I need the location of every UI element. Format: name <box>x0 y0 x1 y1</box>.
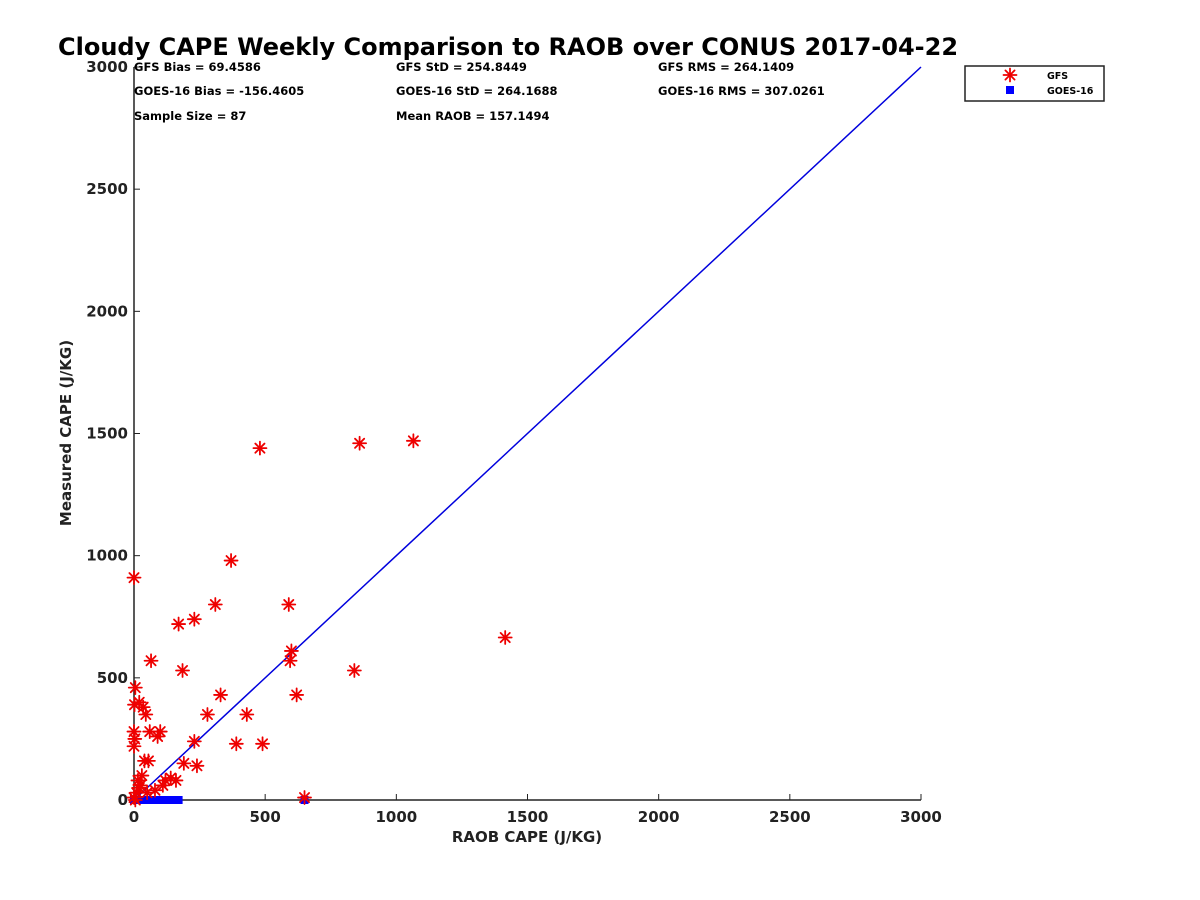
legend-box <box>964 65 1105 102</box>
gfs-point <box>497 630 513 645</box>
x-tick-label: 500 <box>250 808 281 826</box>
one-to-one-line <box>133 66 922 801</box>
gfs-point <box>176 755 192 771</box>
gfs-point <box>281 597 297 612</box>
gfs-point <box>155 777 171 793</box>
gfs-point <box>152 724 168 739</box>
x-tick-label: 1000 <box>375 808 417 826</box>
chart-title: Cloudy CAPE Weekly Comparison to RAOB ov… <box>58 33 958 61</box>
legend-goes16-label: GOES-16 <box>1047 86 1094 97</box>
stat-text: GOES-16 RMS = 307.0261 <box>658 84 825 98</box>
y-tick-label: 0 <box>118 791 128 809</box>
gfs-point <box>189 758 205 774</box>
goes16-point <box>174 796 183 804</box>
gfs-point <box>297 790 312 805</box>
y-tick-label: 1500 <box>86 425 128 443</box>
y-tick-label: 2000 <box>86 302 128 320</box>
x-tick-label: 2000 <box>638 808 680 826</box>
gfs-point <box>175 663 190 678</box>
gfs-point <box>405 433 421 449</box>
gfs-point <box>171 616 186 632</box>
y-tick-label: 3000 <box>86 58 128 76</box>
stat-text: GFS RMS = 264.1409 <box>658 60 794 74</box>
gfs-point <box>346 663 362 678</box>
legend: GFS GOES-16 <box>964 65 1105 102</box>
gfs-point <box>223 553 239 568</box>
gfs-point <box>186 733 202 749</box>
gfs-point <box>141 753 156 769</box>
gfs-point <box>207 597 223 612</box>
y-tick-label: 2500 <box>86 180 128 198</box>
axes: 0 500 1000 1500 2000 2500 3000 0 500 1000 1500 2000… <box>86 58 942 826</box>
gfs-point <box>143 653 159 669</box>
legend-gfs-marker <box>1002 67 1018 83</box>
gfs-point <box>126 738 142 754</box>
statistics-block: GFS Bias = 69.4586 GFS StD = 254.8449 GFS … <box>134 60 825 123</box>
gfs-point <box>283 643 299 659</box>
gfs-point <box>213 687 228 703</box>
y-tick-label: 500 <box>97 669 128 687</box>
y-tick-label: 1000 <box>86 547 128 565</box>
legend-goes16-marker <box>1006 86 1014 94</box>
y-axis-label: Measured CAPE (J/KG) <box>57 340 75 526</box>
stat-text: GOES-16 StD = 264.1688 <box>396 84 557 98</box>
gfs-point <box>252 440 268 456</box>
gfs-point <box>147 782 163 798</box>
gfs-point <box>134 768 150 783</box>
gfs-point <box>239 707 255 722</box>
gfs-point <box>168 773 184 788</box>
gfs-point <box>289 687 305 703</box>
stat-text: GFS Bias = 69.4586 <box>134 60 261 74</box>
stat-text: Mean RAOB = 157.1494 <box>396 109 550 123</box>
gfs-point <box>282 653 298 669</box>
x-tick-label: 0 <box>129 808 139 826</box>
data-points <box>126 433 513 808</box>
x-axis-label: RAOB CAPE (J/KG) <box>452 828 602 846</box>
x-tick-label: 2500 <box>769 808 811 826</box>
gfs-point <box>186 611 202 627</box>
legend-gfs-label: GFS <box>1047 71 1068 82</box>
gfs-point <box>255 736 270 752</box>
gfs-point <box>228 736 244 752</box>
stat-text: GFS StD = 254.8449 <box>396 60 527 74</box>
gfs-point <box>126 570 142 586</box>
stat-text: GOES-16 Bias = -156.4605 <box>134 84 304 98</box>
gfs-point <box>200 707 215 722</box>
gfs-point <box>127 680 143 696</box>
gfs-point <box>127 792 143 808</box>
gfs-point <box>138 707 154 722</box>
x-tick-label: 1500 <box>507 808 549 826</box>
x-tick-label: 3000 <box>900 808 942 826</box>
stat-text: Sample Size = 87 <box>134 109 246 123</box>
gfs-point <box>352 435 368 451</box>
